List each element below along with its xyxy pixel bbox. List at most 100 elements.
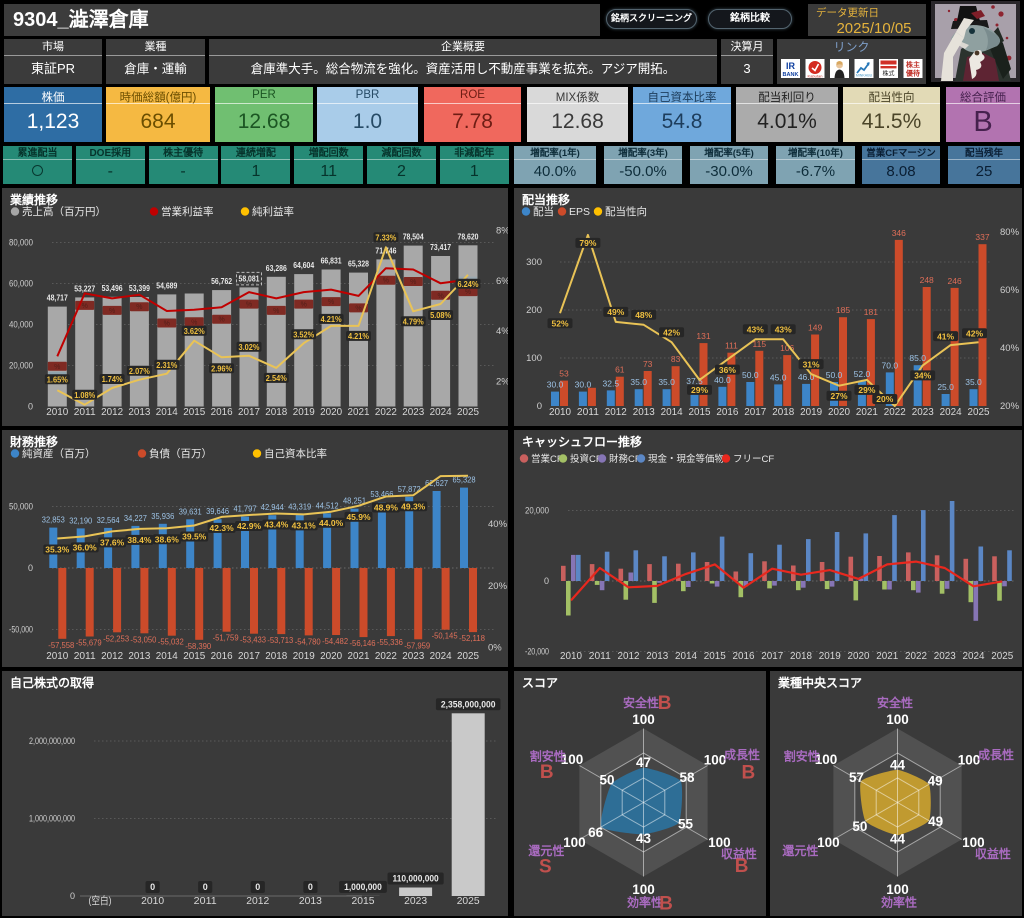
svg-text:自己資本比率: 自己資本比率 xyxy=(264,447,327,460)
svg-text:0: 0 xyxy=(70,891,75,901)
svg-text:29%: 29% xyxy=(691,385,708,395)
svg-text:4.79%: 4.79% xyxy=(403,317,424,327)
svg-text:44: 44 xyxy=(890,832,906,847)
svg-text:2.54%: 2.54% xyxy=(266,373,287,383)
svg-text:100: 100 xyxy=(526,353,542,364)
svg-text:32,853: 32,853 xyxy=(42,516,65,525)
svg-text:78,504: 78,504 xyxy=(403,233,424,242)
svg-text:57,872: 57,872 xyxy=(398,485,421,494)
svg-text:2022: 2022 xyxy=(375,406,397,418)
svg-text:-50,145: -50,145 xyxy=(432,632,458,641)
svg-text:株主: 株主 xyxy=(906,60,920,69)
svg-text:50: 50 xyxy=(599,773,614,788)
svg-text:100: 100 xyxy=(962,835,985,850)
svg-text:2019: 2019 xyxy=(819,650,841,662)
svg-text:4%: 4% xyxy=(496,326,508,337)
svg-text:2016: 2016 xyxy=(211,650,233,662)
svg-text:2015: 2015 xyxy=(183,650,205,662)
svg-text:2015: 2015 xyxy=(183,406,205,418)
svg-text:-55,032: -55,032 xyxy=(158,638,184,647)
svg-text:44.0%: 44.0% xyxy=(319,518,344,528)
svg-text:成長性: 成長性 xyxy=(724,747,760,762)
svg-text:2017: 2017 xyxy=(238,406,260,418)
svg-text:181: 181 xyxy=(864,307,878,317)
svg-text:43.1%: 43.1% xyxy=(292,521,317,531)
svg-text:53,496: 53,496 xyxy=(102,284,123,293)
svg-text:85.0: 85.0 xyxy=(909,353,926,363)
svg-text:2%: 2% xyxy=(496,377,508,388)
svg-text:2010: 2010 xyxy=(560,650,582,662)
svg-text:株式: 株式 xyxy=(882,70,894,78)
svg-text:46.0: 46.0 xyxy=(798,372,815,382)
svg-text:100: 100 xyxy=(561,752,584,767)
svg-text:2025: 2025 xyxy=(457,650,479,662)
svg-text:32,190: 32,190 xyxy=(69,516,92,525)
svg-text:66: 66 xyxy=(588,825,604,840)
svg-text:安全性: 安全性 xyxy=(623,695,659,710)
svg-text:79%: 79% xyxy=(579,238,596,248)
svg-text:25.0: 25.0 xyxy=(937,382,954,392)
svg-text:配当: 配当 xyxy=(533,205,554,218)
svg-text:62,627: 62,627 xyxy=(425,479,448,488)
svg-text:52%: 52% xyxy=(551,318,568,328)
svg-text:2025: 2025 xyxy=(968,406,990,418)
svg-text:6%: 6% xyxy=(496,276,508,287)
svg-text:80,000: 80,000 xyxy=(9,238,33,248)
svg-text:0: 0 xyxy=(28,402,33,412)
svg-text:27%: 27% xyxy=(830,391,847,401)
svg-text:41,797: 41,797 xyxy=(234,505,257,514)
svg-text:%: % xyxy=(465,289,471,296)
svg-text:83: 83 xyxy=(671,354,681,364)
svg-text:300: 300 xyxy=(526,257,542,268)
svg-text:投資CF: 投資CF xyxy=(570,453,602,465)
svg-text:還元性: 還元性 xyxy=(528,843,564,858)
svg-text:20,000: 20,000 xyxy=(9,361,33,371)
svg-text:40%: 40% xyxy=(1000,343,1020,354)
svg-text:%: % xyxy=(355,305,361,312)
svg-text:1,000,000,000: 1,000,000,000 xyxy=(29,814,75,824)
svg-text:B: B xyxy=(735,856,749,877)
svg-text:2023: 2023 xyxy=(404,895,427,907)
svg-text:36.0%: 36.0% xyxy=(73,543,98,553)
svg-text:%: % xyxy=(191,319,197,326)
svg-text:346: 346 xyxy=(892,228,906,238)
svg-text:29%: 29% xyxy=(858,385,875,395)
svg-text:65,328: 65,328 xyxy=(453,476,476,485)
svg-text:73,417: 73,417 xyxy=(430,243,451,252)
svg-text:純利益率: 純利益率 xyxy=(252,205,294,218)
svg-text:2.07%: 2.07% xyxy=(129,366,150,376)
svg-text:B: B xyxy=(540,762,554,783)
svg-text:2018: 2018 xyxy=(772,406,794,418)
svg-text:-53,433: -53,433 xyxy=(240,636,266,645)
svg-text:30.0: 30.0 xyxy=(547,380,564,390)
svg-text:1.65%: 1.65% xyxy=(47,375,68,385)
svg-text:財務CF: 財務CF xyxy=(609,453,641,465)
svg-text:0: 0 xyxy=(537,401,542,412)
svg-text:42%: 42% xyxy=(966,328,983,338)
svg-text:(空白): (空白) xyxy=(89,894,112,907)
svg-text:60,000: 60,000 xyxy=(9,279,33,289)
svg-text:71,746: 71,746 xyxy=(375,246,396,255)
svg-text:58,081: 58,081 xyxy=(239,274,260,283)
svg-text:131: 131 xyxy=(696,331,710,341)
svg-text:2020: 2020 xyxy=(320,406,342,418)
svg-text:100: 100 xyxy=(886,712,909,727)
svg-text:55: 55 xyxy=(678,816,694,831)
svg-text:-50,000: -50,000 xyxy=(9,625,33,635)
svg-text:2010: 2010 xyxy=(141,895,164,907)
svg-text:100: 100 xyxy=(815,752,838,767)
svg-text:32.5: 32.5 xyxy=(603,378,620,388)
svg-text:20,000: 20,000 xyxy=(525,506,549,516)
svg-text:%: % xyxy=(54,364,60,371)
svg-text:70.0: 70.0 xyxy=(882,360,899,370)
svg-text:2018: 2018 xyxy=(790,650,812,662)
svg-text:39,631: 39,631 xyxy=(179,507,202,516)
svg-text:1,000,000: 1,000,000 xyxy=(344,882,382,892)
svg-text:42%: 42% xyxy=(663,327,680,337)
svg-text:2011: 2011 xyxy=(577,406,599,418)
svg-text:純資産（百万）: 純資産（百万） xyxy=(22,447,96,460)
svg-text:2013: 2013 xyxy=(128,650,150,662)
svg-text:Kabutan: Kabutan xyxy=(808,74,823,79)
svg-text:2021: 2021 xyxy=(348,650,370,662)
svg-text:%: % xyxy=(328,299,334,306)
